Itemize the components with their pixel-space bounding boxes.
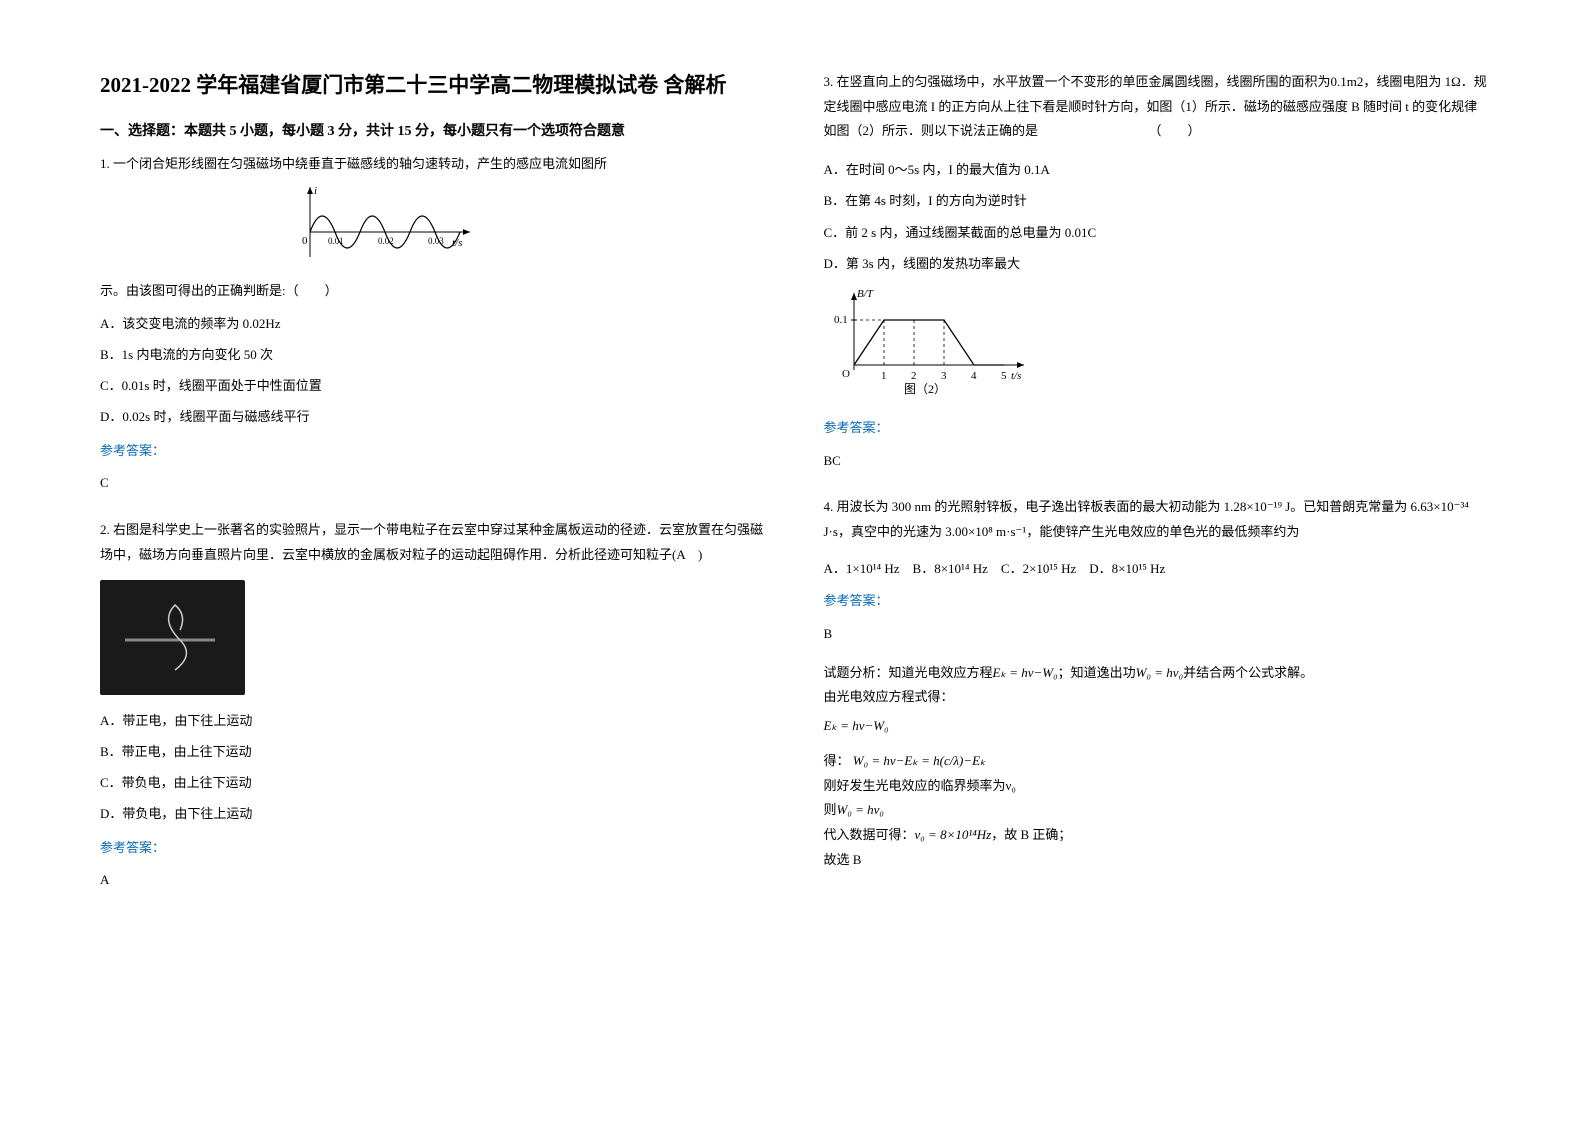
q3-optD: D．第 3s 内，线圈的发热功率最大 xyxy=(824,250,1488,277)
q1-text2: 示。由该图可得出的正确判断是:（ ） xyxy=(100,279,764,304)
ylabel: i xyxy=(314,185,317,197)
bt-graph-svg: B/T 0.1 O 1 2 3 4 5 t/s 图（2） xyxy=(824,285,1034,395)
sol7p: 代入数据可得： xyxy=(824,827,915,842)
question-3: 3. 在竖直向上的匀强磁场中，水平放置一个不变形的单匝金属圆线圈，线圈所围的面积… xyxy=(824,70,1488,487)
left-column: 2021-2022 学年福建省厦门市第二十三中学高二物理模拟试卷 含解析 一、选… xyxy=(100,70,764,1082)
sol1f2: W₀ = hν₀ xyxy=(1136,665,1183,680)
sol-line-5: 刚好发生光电效应的临界频率为ν₀ xyxy=(824,774,1488,799)
tick-3: 0.03 xyxy=(428,236,444,246)
bt-graph: B/T 0.1 O 1 2 3 4 5 t/s 图（2） xyxy=(824,285,1488,404)
sol4p: 得： xyxy=(824,753,850,768)
sol-line-6: 则W₀ = hν₀ xyxy=(824,798,1488,823)
sol-line-1: 试题分析：知道光电效应方程Eₖ = hν−W₀；知道逸出功W₀ = hν₀并结合… xyxy=(824,661,1488,686)
bt-t2: 2 xyxy=(911,370,917,382)
q3-answer-label: 参考答案： xyxy=(824,416,1488,441)
q1-answer-label: 参考答案： xyxy=(100,439,764,464)
origin: 0 xyxy=(302,235,308,247)
q2-optC: C．带负电，由上往下运动 xyxy=(100,769,764,796)
bt-ylabel: B/T xyxy=(857,288,874,300)
q2-answer: A xyxy=(100,868,764,893)
bt-t1: 1 xyxy=(881,370,887,382)
document-title: 2021-2022 学年福建省厦门市第二十三中学高二物理模拟试卷 含解析 xyxy=(100,70,764,102)
q3-optC: C．前 2 s 内，通过线圈某截面的总电量为 0.01C xyxy=(824,219,1488,246)
sol6p: 则 xyxy=(824,802,837,817)
q4-answer-label: 参考答案： xyxy=(824,589,1488,614)
q4-options-line: A．1×10¹⁴ Hz B．8×10¹⁴ Hz C．2×10¹⁵ Hz D．8×… xyxy=(824,557,1488,582)
sol1f: Eₖ = hν−W₀ xyxy=(993,665,1058,680)
q4-solution: 试题分析：知道光电效应方程Eₖ = hν−W₀；知道逸出功W₀ = hν₀并结合… xyxy=(824,661,1488,873)
question-4: 4. 用波长为 300 nm 的光照射锌板，电子逸出锌板表面的最大初动能为 1.… xyxy=(824,495,1488,872)
q2-options: A．带正电，由下往上运动 B．带正电，由上往下运动 C．带负电，由上往下运动 D… xyxy=(100,707,764,828)
right-column: 3. 在竖直向上的匀强磁场中，水平放置一个不变形的单匝金属圆线圈，线圈所围的面积… xyxy=(824,70,1488,1082)
q3-text: 3. 在竖直向上的匀强磁场中，水平放置一个不变形的单匝金属圆线圈，线圈所围的面积… xyxy=(824,70,1488,144)
q1-optD: D．0.02s 时，线圈平面与磁感线平行 xyxy=(100,403,764,430)
q2-answer-label: 参考答案： xyxy=(100,836,764,861)
q1-text: 1. 一个闭合矩形线圈在匀强磁场中绕垂直于磁感线的轴匀速转动，产生的感应电流如图… xyxy=(100,152,764,177)
q4-answer: B xyxy=(824,622,1488,647)
q3-answer: BC xyxy=(824,449,1488,474)
q1-answer: C xyxy=(100,471,764,496)
q3-optB: B．在第 4s 时刻，I 的方向为逆时针 xyxy=(824,187,1488,214)
bt-t3: 3 xyxy=(941,370,947,382)
cloud-chamber-image xyxy=(100,580,245,695)
bt-t5: 5 xyxy=(1001,370,1007,382)
sol4: W₀ = hν−Eₖ = h(c/λ)−Eₖ xyxy=(853,753,986,768)
bt-xlabel: t/s xyxy=(1011,370,1021,382)
sol-line-8: 故选 B xyxy=(824,848,1488,873)
bt-ymax: 0.1 xyxy=(834,314,848,326)
q2-optD: D．带负电，由下往上运动 xyxy=(100,800,764,827)
q1-optB: B．1s 内电流的方向变化 50 次 xyxy=(100,341,764,368)
cloud-curve-svg xyxy=(125,595,215,675)
tick-1: 0.01 xyxy=(328,236,344,246)
sine-graph-svg: i 0 0.01 0.02 0.03 t/s xyxy=(300,182,480,262)
section-1-header: 一、选择题：本题共 5 小题，每小题 3 分，共计 15 分，每小题只有一个选项… xyxy=(100,120,764,140)
sol-line-2: 由光电效应方程式得： xyxy=(824,685,1488,710)
tick-2: 0.02 xyxy=(378,236,394,246)
q1-optA: A．该交变电流的频率为 0.02Hz xyxy=(100,310,764,337)
q2-optA: A．带正电，由下往上运动 xyxy=(100,707,764,734)
sol6: W₀ = hν₀ xyxy=(837,802,884,817)
q3-optA: A．在时间 0～5s 内，I 的最大值为 0.1A xyxy=(824,156,1488,183)
sol-line-7: 代入数据可得：ν₀ = 8×10¹⁴Hz，故 B 正确； xyxy=(824,823,1488,848)
question-2: 2. 右图是科学史上一张著名的实验照片，显示一个带电粒子在云室中穿过某种金属板运… xyxy=(100,518,764,907)
q3-options: A．在时间 0～5s 内，I 的最大值为 0.1A B．在第 4s 时刻，I 的… xyxy=(824,156,1488,277)
q1-optC: C．0.01s 时，线圈平面处于中性面位置 xyxy=(100,372,764,399)
bt-t4: 4 xyxy=(971,370,977,382)
sol7s: ，故 B 正确； xyxy=(991,827,1071,842)
sol-line-4: 得： W₀ = hν−Eₖ = h(c/λ)−Eₖ xyxy=(824,749,1488,774)
q2-text: 2. 右图是科学史上一张著名的实验照片，显示一个带电粒子在云室中穿过某种金属板运… xyxy=(100,518,764,567)
sol-line-3: Eₖ = hν−W₀ xyxy=(824,714,1488,739)
sol1c: 并结合两个公式求解。 xyxy=(1183,665,1313,680)
question-1: 1. 一个闭合矩形线圈在匀强磁场中绕垂直于磁感线的轴匀速转动，产生的感应电流如图… xyxy=(100,152,764,511)
q4-text: 4. 用波长为 300 nm 的光照射锌板，电子逸出锌板表面的最大初动能为 1.… xyxy=(824,495,1488,544)
xlabel: t/s xyxy=(452,237,462,249)
sol1a: 试题分析：知道光电效应方程 xyxy=(824,665,993,680)
q2-optB: B．带正电，由上往下运动 xyxy=(100,738,764,765)
sol1b: ；知道逸出功 xyxy=(1058,665,1136,680)
bt-origin: O xyxy=(842,368,850,380)
sol7: ν₀ = 8×10¹⁴Hz xyxy=(915,827,992,842)
sine-graph: i 0 0.01 0.02 0.03 t/s xyxy=(300,182,764,271)
q1-options: A．该交变电流的频率为 0.02Hz B．1s 内电流的方向变化 50 次 C．… xyxy=(100,310,764,431)
bt-caption: 图（2） xyxy=(904,382,946,395)
